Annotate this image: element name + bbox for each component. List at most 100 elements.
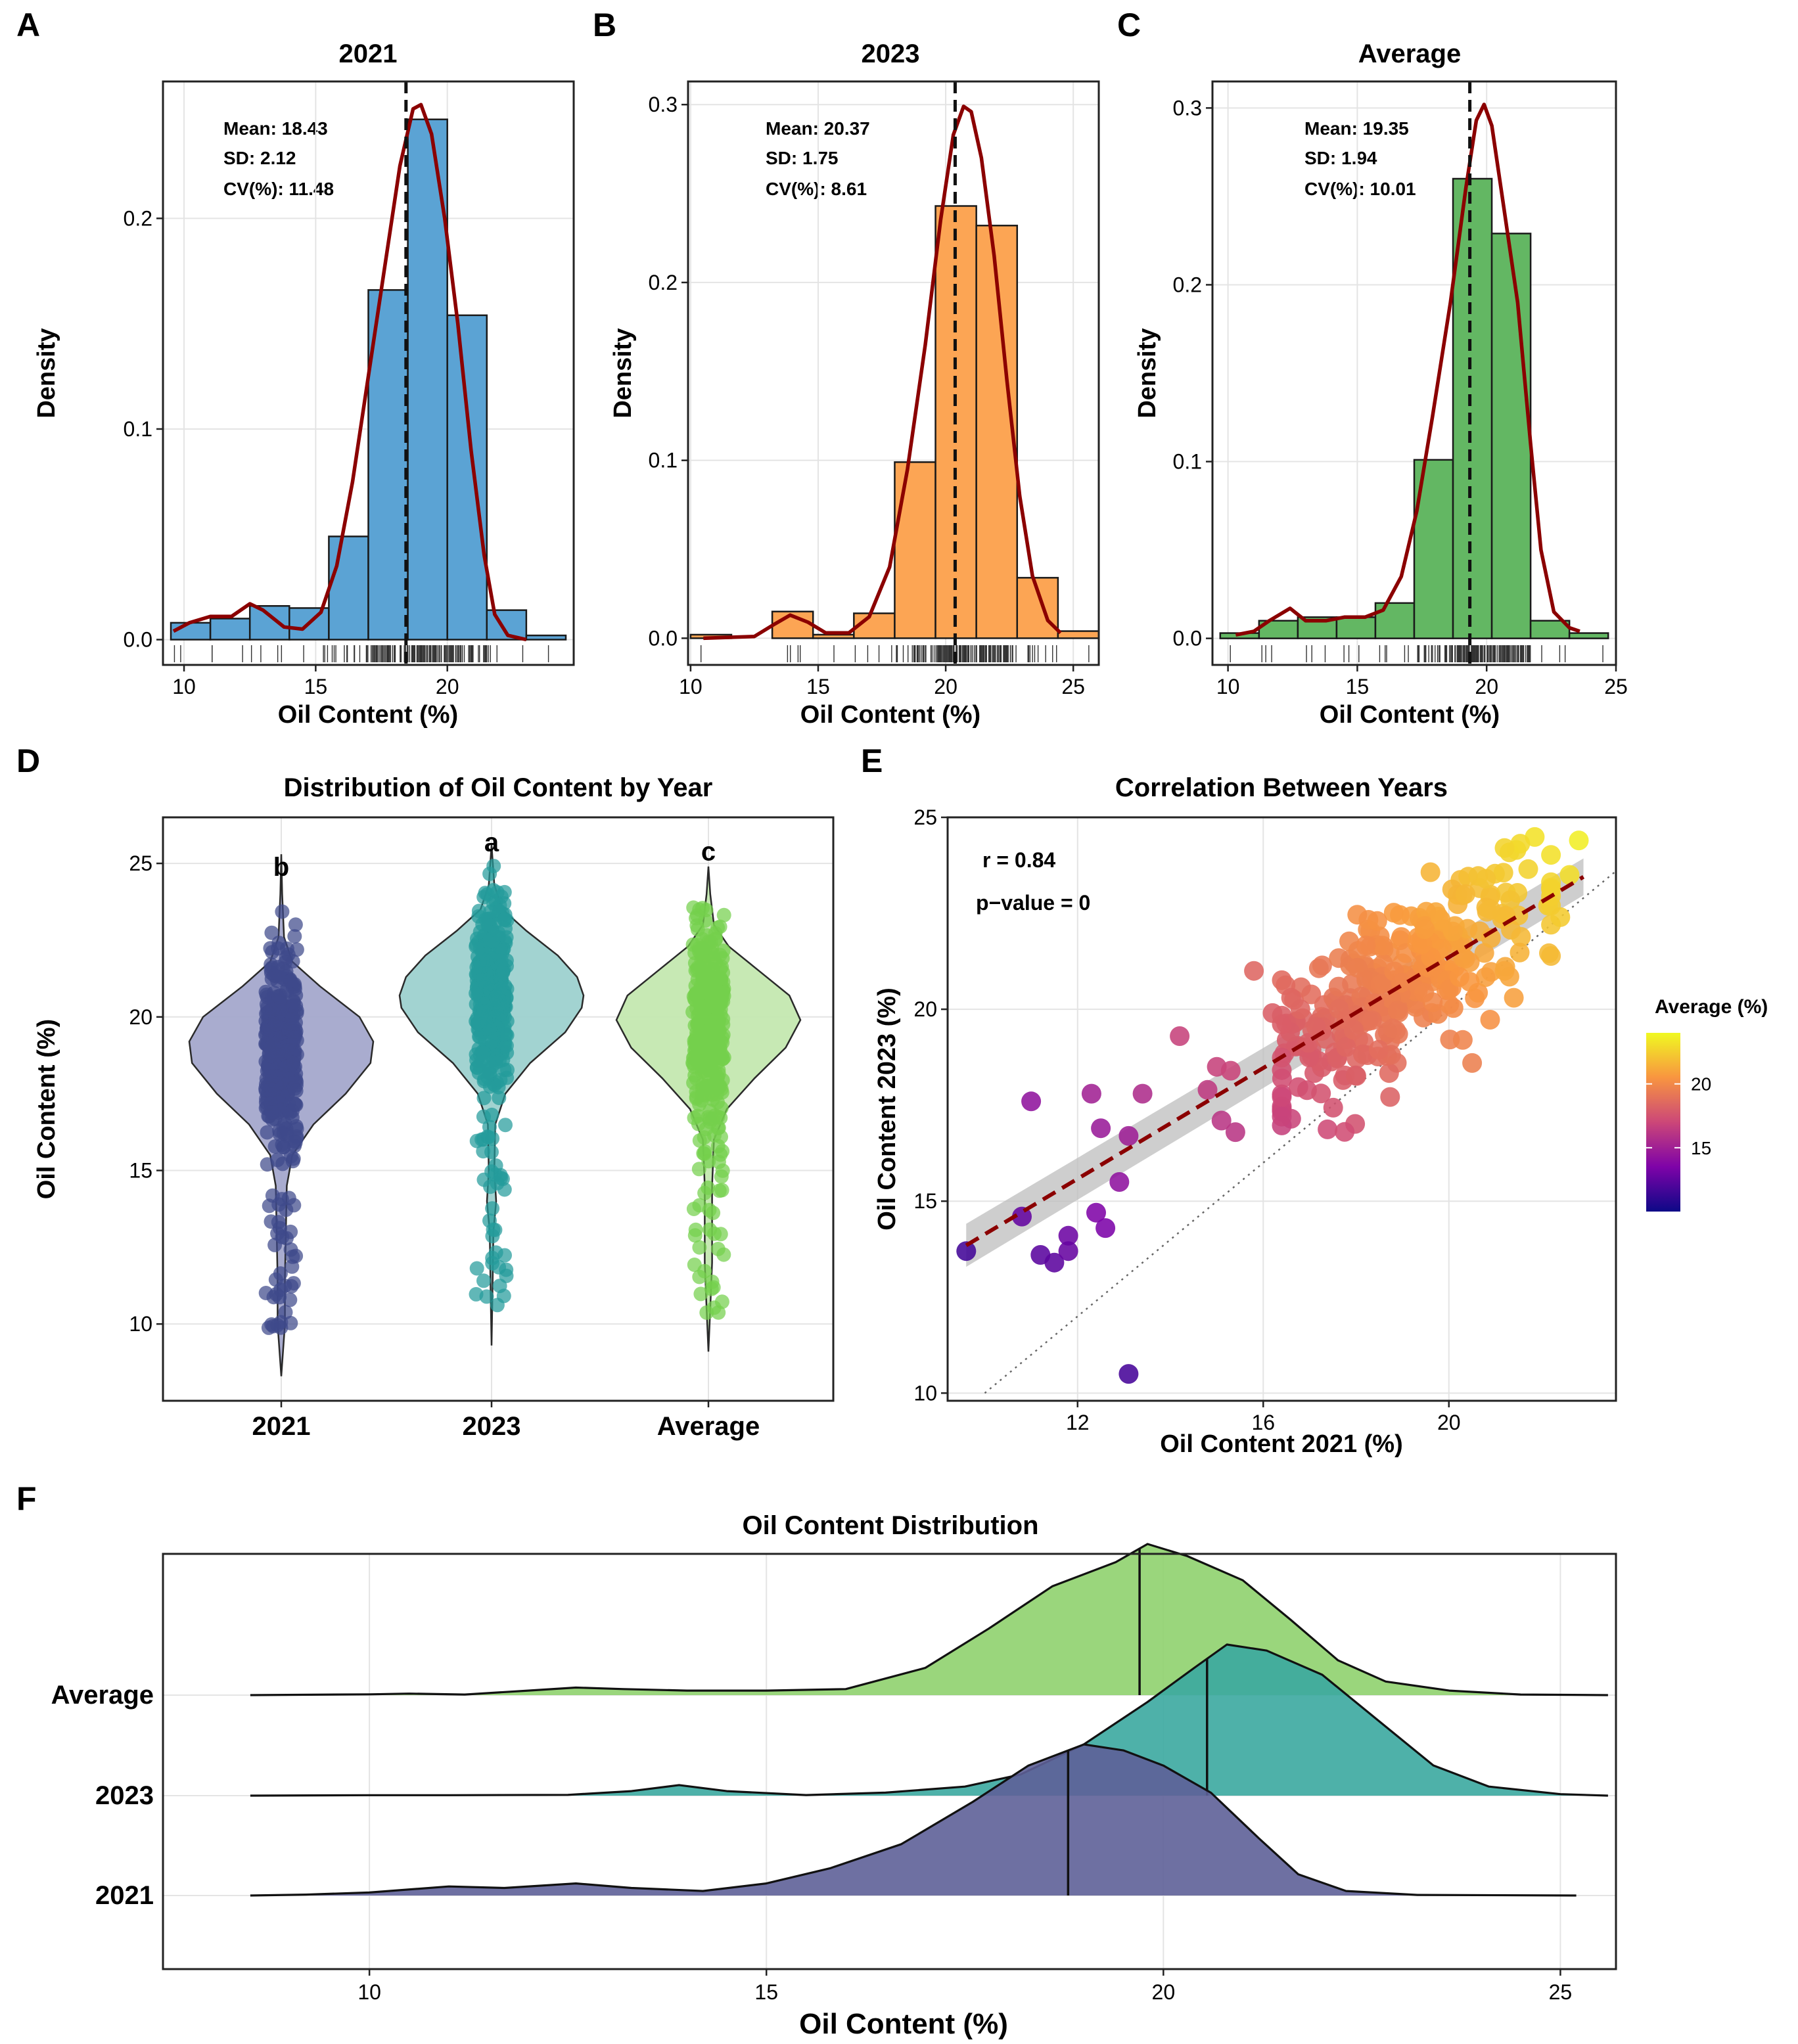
violin-point [271, 989, 287, 1005]
panel-c-xtick-label-2: 20 [1475, 675, 1498, 698]
panel-b-xtick-label-0: 10 [679, 675, 703, 698]
violin-point [264, 965, 279, 980]
panel-b-histogram: B 2023 Oil Content (%) Density Mean: 20.… [593, 7, 1100, 729]
panel-e-colorbar [1646, 1033, 1680, 1212]
panel-a-bar-7 [446, 314, 488, 641]
panel-d-ytick-label-0: 10 [129, 1312, 152, 1336]
violin-point [686, 900, 701, 915]
scatter-point [1329, 948, 1349, 968]
violin-point [496, 965, 511, 980]
colorbar-tick-label-1: 20 [1691, 1074, 1711, 1095]
scatter-point [1415, 919, 1435, 940]
panel-a-cv-label: CV(%): 11.48 [223, 179, 334, 199]
violin-point [469, 986, 484, 1001]
violin-point [689, 1071, 704, 1086]
scatter-point [1244, 961, 1264, 981]
panel-d-xtick-label-2: Average [657, 1412, 760, 1441]
violin-point [703, 1222, 717, 1237]
violin-point [714, 1081, 729, 1097]
scatter-point [1494, 961, 1515, 981]
panel-e-ytick-label-2: 20 [913, 997, 937, 1021]
scatter-point [1362, 1010, 1382, 1030]
scatter-point [1315, 1029, 1335, 1049]
ridge-fill-2023 [250, 1645, 1608, 1796]
panel-a-bar-2 [248, 604, 290, 641]
violin-point [285, 1154, 300, 1169]
violin-point [473, 924, 488, 940]
panel-e-ytick-label-1: 15 [913, 1189, 937, 1213]
scatter-point [1318, 1119, 1338, 1139]
scatter-point [1308, 958, 1329, 978]
violin-point [704, 940, 720, 955]
scatter-point [1476, 869, 1496, 889]
panel-b-density-curve [703, 104, 1062, 641]
violin-point [479, 951, 494, 966]
scatter-point [1272, 1106, 1292, 1127]
panel-a-xlabel: Oil Content (%) [278, 701, 458, 729]
violin-point [267, 1139, 283, 1154]
violin-point [713, 1227, 728, 1242]
scatter-point [1500, 890, 1521, 911]
violin-point [498, 1118, 513, 1133]
scatter-point [1044, 1252, 1065, 1273]
panel-c-cv-label: CV(%): 10.01 [1304, 179, 1416, 199]
panel-d-xtick-label-0: 2021 [252, 1412, 311, 1441]
violin-point [497, 912, 512, 927]
violin-point [704, 1281, 719, 1296]
violin-point [476, 1132, 491, 1147]
panel-c-density-curve [1235, 102, 1580, 637]
scatter-point [1220, 1060, 1241, 1081]
violin-point [708, 1000, 723, 1015]
panel-e-ytick-label-3: 25 [913, 806, 937, 829]
panel-e-ytick-label-0: 10 [913, 1381, 937, 1405]
violin-point [492, 1091, 507, 1105]
panel-f-xtick-label-2: 20 [1152, 1980, 1176, 2004]
violin-point [695, 1087, 709, 1102]
violin-point [490, 1175, 505, 1191]
violin-point [471, 903, 486, 919]
panel-letter-c: C [1117, 7, 1141, 43]
scatter-point [1449, 967, 1469, 987]
scatter-point [1504, 988, 1524, 1008]
significance-letter-2021: b [273, 853, 289, 882]
scatter-point [1383, 1018, 1403, 1039]
scatter-point [1299, 1047, 1320, 1068]
panel-a-ylabel: Density [33, 328, 60, 418]
violin-point [283, 1315, 298, 1330]
scatter-point [1335, 1122, 1355, 1142]
violin-point [278, 1305, 293, 1320]
panel-f-xlabel: Oil Content (%) [799, 2008, 1008, 2040]
panel-letter-a: A [16, 7, 40, 43]
panel-e-r-label: r = 0.84 [982, 848, 1055, 872]
scatter-point [1414, 982, 1435, 1003]
violin-point [275, 1229, 290, 1244]
violin-point [701, 986, 716, 1001]
panel-c-ytick-label-2: 0.2 [1173, 273, 1202, 296]
violin-point [710, 1242, 726, 1256]
panel-b-ytick-label-3: 0.3 [649, 93, 678, 116]
violin-point [275, 904, 290, 919]
violin-point [713, 961, 728, 976]
scatter-point [1510, 942, 1530, 963]
violin-point [701, 964, 715, 979]
panel-c-sd-label: SD: 1.94 [1304, 148, 1377, 168]
panel-b-rug [701, 645, 1090, 662]
panel-c-bar-8 [1529, 620, 1571, 639]
panel-f-ridgeline: F Oil Content Distribution Oil Content (… [16, 1480, 1617, 2040]
violin-point [714, 1169, 729, 1184]
scatter-point [1569, 830, 1589, 851]
panel-c-frame [1211, 80, 1617, 666]
panel-e-xtick-label-2: 20 [1437, 1411, 1461, 1434]
violin-point [710, 1139, 726, 1154]
scatter-point [1272, 1087, 1292, 1107]
scatter-point [1262, 1003, 1283, 1023]
panel-e-p-label: p−value = 0 [976, 891, 1090, 915]
panel-d-title: Distribution of Oil Content by Year [284, 773, 713, 802]
violin-point [693, 1286, 708, 1302]
scatter-point [956, 1241, 977, 1261]
panel-b-xlabel: Oil Content (%) [800, 701, 980, 729]
panel-a-mean-label: Mean: 18.43 [223, 118, 328, 139]
violin-point [260, 1157, 275, 1172]
panel-b-cv-label: CV(%): 8.61 [766, 179, 867, 199]
